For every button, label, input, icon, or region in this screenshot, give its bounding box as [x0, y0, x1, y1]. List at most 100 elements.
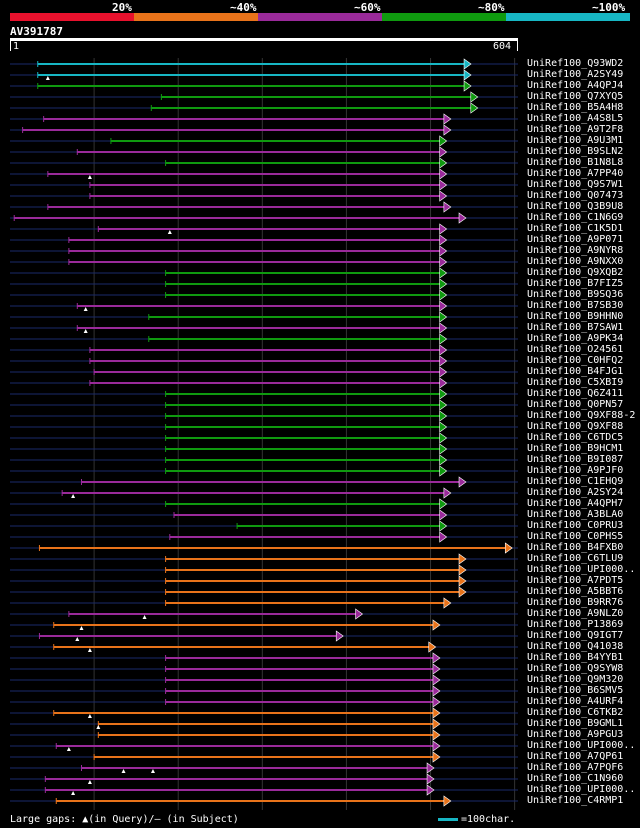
hit-label[interactable]: UniRef100_A7PDT5	[527, 575, 624, 586]
hit-label[interactable]: UniRef100_B9HHN0	[527, 311, 624, 322]
hit-label[interactable]: UniRef100_A9NYR8	[527, 245, 624, 256]
hit-label[interactable]: UniRef100_Q9XF88	[527, 421, 624, 432]
hit-label[interactable]: UniRef100_C0HFQ2	[527, 355, 624, 366]
hit-label[interactable]: UniRef100_A9U3M1	[527, 135, 624, 146]
hit-label[interactable]: UniRef100_A4S8L5	[527, 113, 624, 124]
hit-label[interactable]: UniRef100_B4FXB0	[527, 542, 624, 553]
hit-label[interactable]: UniRef100_UPI000..	[527, 784, 636, 795]
legend-label-100: ~100%	[592, 1, 626, 14]
hit-label[interactable]: UniRef100_A3BLA0	[527, 509, 624, 520]
hit-arrow-icon	[428, 641, 437, 653]
hit-label[interactable]: UniRef100_B1N8L8	[527, 157, 624, 168]
hit-label[interactable]: UniRef100_A2SY49	[527, 69, 624, 80]
hit-arrow-icon	[443, 795, 452, 807]
hit-label[interactable]: UniRef100_B6SMV5	[527, 685, 624, 696]
hit-label[interactable]: UniRef100_B4FJG1	[527, 366, 624, 377]
hit-label[interactable]: UniRef100_B9GML1	[527, 718, 624, 729]
hit-label[interactable]: UniRef100_C6TDC5	[527, 432, 624, 443]
hit-arrow-icon	[439, 377, 448, 389]
hit-arrow-icon	[439, 135, 448, 147]
hit-label[interactable]: UniRef100_B7SB30	[527, 300, 624, 311]
hit-label[interactable]: UniRef100_B9SQ36	[527, 289, 624, 300]
legend-swatch-orange	[134, 13, 258, 21]
hit-label[interactable]: UniRef100_C5XBI9	[527, 377, 624, 388]
query-gap-marker-icon	[45, 76, 50, 80]
hit-label[interactable]: UniRef100_A9T2F8	[527, 124, 624, 135]
hit-label[interactable]: UniRef100_Q7XYQ5	[527, 91, 624, 102]
hit-arrow-icon	[432, 685, 441, 697]
hit-label[interactable]: UniRef100_Q41038	[527, 641, 624, 652]
query-gap-marker-icon	[96, 725, 101, 729]
hit-label[interactable]: UniRef100_Q9SYW8	[527, 663, 624, 674]
hit-label[interactable]: UniRef100_Q9M320	[527, 674, 624, 685]
hit-arrow-icon	[458, 564, 467, 576]
hit-label[interactable]: UniRef100_Q9XF88-2	[527, 410, 636, 421]
hit-label[interactable]: UniRef100_UPI000..	[527, 740, 636, 751]
hit-label[interactable]: UniRef100_Q0PN57	[527, 399, 624, 410]
hit-arrow-icon	[458, 476, 467, 488]
hit-label[interactable]: UniRef100_A4URF4	[527, 696, 624, 707]
hit-label[interactable]: UniRef100_Q3B9U8	[527, 201, 624, 212]
hit-arrow-icon	[426, 762, 435, 774]
query-gap-marker-icon	[142, 615, 147, 619]
hit-arrow-icon	[432, 619, 441, 631]
hit-label[interactable]: UniRef100_C1K5D1	[527, 223, 624, 234]
hit-label[interactable]: UniRef100_C1N6G9	[527, 212, 624, 223]
hit-arrow-icon	[432, 663, 441, 675]
hit-label[interactable]: UniRef100_A9PGU3	[527, 729, 624, 740]
hit-label[interactable]: UniRef100_Q6Z411	[527, 388, 624, 399]
hit-label[interactable]: UniRef100_A4QPJ4	[527, 80, 624, 91]
hit-arrow-icon	[439, 245, 448, 257]
legend-swatch-green	[382, 13, 506, 21]
hit-label[interactable]: UniRef100_A9PK34	[527, 333, 624, 344]
hit-label[interactable]: UniRef100_A7PQF6	[527, 762, 624, 773]
hit-label[interactable]: UniRef100_C0PHS5	[527, 531, 624, 542]
hit-arrow-icon	[439, 531, 448, 543]
legend-label-20: 20%	[112, 1, 132, 14]
hit-label[interactable]: UniRef100_B7FIZ5	[527, 278, 624, 289]
hit-label[interactable]: UniRef100_C1EHQ9	[527, 476, 624, 487]
hit-label[interactable]: UniRef100_A7QP61	[527, 751, 624, 762]
hit-label[interactable]: UniRef100_A9PJF0	[527, 465, 624, 476]
hit-arrow-icon	[432, 674, 441, 686]
hit-arrow-icon	[463, 80, 472, 92]
hit-label[interactable]: UniRef100_B9SLN2	[527, 146, 624, 157]
hit-label[interactable]: UniRef100_P13869	[527, 619, 624, 630]
hit-label[interactable]: UniRef100_Q9IGT7	[527, 630, 624, 641]
hit-arrow-icon	[439, 410, 448, 422]
hit-label[interactable]: UniRef100_UPI000..	[527, 564, 636, 575]
hit-label[interactable]: UniRef100_A9P071	[527, 234, 624, 245]
hit-label[interactable]: UniRef100_Q07473	[527, 190, 624, 201]
hit-label[interactable]: UniRef100_A9NLZ0	[527, 608, 624, 619]
query-gap-marker-icon	[79, 626, 84, 630]
query-gap-marker-icon	[71, 494, 76, 498]
hit-label[interactable]: UniRef100_A2SY24	[527, 487, 624, 498]
hit-label[interactable]: UniRef100_Q93WD2	[527, 58, 624, 69]
hit-arrow-icon	[439, 465, 448, 477]
hit-label[interactable]: UniRef100_B7SAW1	[527, 322, 624, 333]
hit-label[interactable]: UniRef100_C4RMP1	[527, 795, 624, 806]
hit-label[interactable]: UniRef100_A5BBT6	[527, 586, 624, 597]
hit-label[interactable]: UniRef100_B9RR76	[527, 597, 624, 608]
hit-label[interactable]: UniRef100_Q9XQB2	[527, 267, 624, 278]
hit-label[interactable]: UniRef100_A4QPH7	[527, 498, 624, 509]
hit-label[interactable]: UniRef100_B5A4H8	[527, 102, 624, 113]
hit-label[interactable]: UniRef100_B9HCM1	[527, 443, 624, 454]
query-gap-marker-icon	[66, 747, 71, 751]
hit-label[interactable]: UniRef100_C1N960	[527, 773, 624, 784]
hit-arrow-icon	[432, 729, 441, 741]
hit-label[interactable]: UniRef100_C6TLU9	[527, 553, 624, 564]
hit-arrow-icon	[335, 630, 344, 642]
hit-arrow-icon	[439, 168, 448, 180]
hit-label[interactable]: UniRef100_C0PRU3	[527, 520, 624, 531]
hit-label[interactable]: UniRef100_A9NXX0	[527, 256, 624, 267]
hit-arrow-icon	[504, 542, 513, 554]
hit-arrow-icon	[439, 399, 448, 411]
hit-label[interactable]: UniRef100_B4YYB1	[527, 652, 624, 663]
hit-label[interactable]: UniRef100_B9I087	[527, 454, 624, 465]
hit-label[interactable]: UniRef100_C6TKB2	[527, 707, 624, 718]
hit-label[interactable]: UniRef100_A7PP40	[527, 168, 624, 179]
hit-label[interactable]: UniRef100_O24561	[527, 344, 624, 355]
hit-arrow-icon	[463, 58, 472, 70]
hit-label[interactable]: UniRef100_Q9S7W1	[527, 179, 624, 190]
